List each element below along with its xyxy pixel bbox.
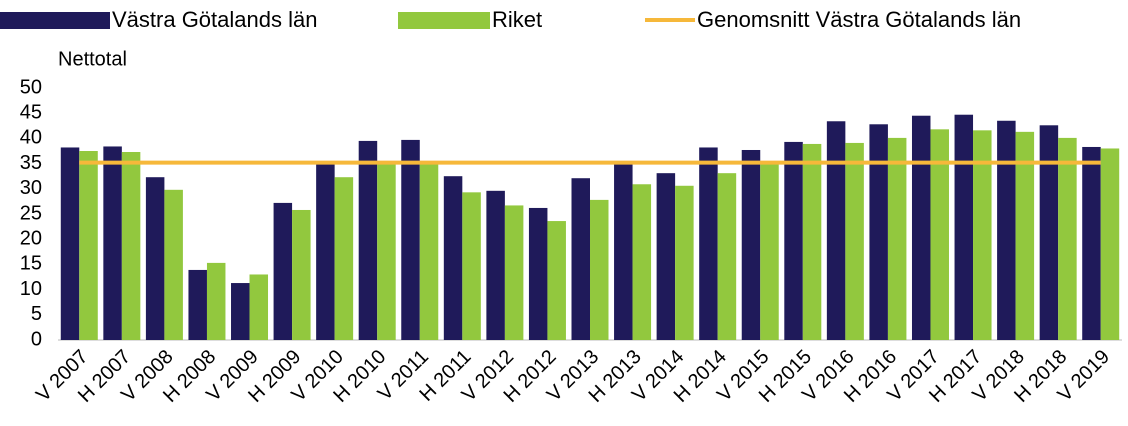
bar xyxy=(528,207,548,340)
bar xyxy=(358,140,378,340)
bar xyxy=(188,269,207,340)
bar xyxy=(443,176,463,340)
legend-label: Västra Götalands län xyxy=(112,7,317,32)
bar xyxy=(1100,148,1120,340)
bar xyxy=(1082,146,1101,340)
bar xyxy=(887,137,907,340)
bar xyxy=(273,202,293,340)
bar xyxy=(547,221,566,340)
bar xyxy=(826,121,846,340)
bar xyxy=(632,184,652,340)
bar xyxy=(1058,137,1077,340)
bar xyxy=(930,129,949,340)
bar xyxy=(292,209,311,340)
bar xyxy=(401,139,420,340)
bar xyxy=(164,189,183,340)
bar xyxy=(79,151,98,340)
legend-label: Riket xyxy=(492,7,542,32)
bar xyxy=(377,162,396,340)
bar xyxy=(973,130,992,340)
y-tick-label: 50 xyxy=(20,76,42,98)
bar xyxy=(845,142,864,340)
y-tick-label: 35 xyxy=(20,152,42,174)
bar xyxy=(249,274,269,340)
y-tick-label: 45 xyxy=(20,101,42,123)
bar xyxy=(784,141,803,340)
bar xyxy=(869,124,888,341)
bar xyxy=(121,152,141,340)
y-tick-label: 0 xyxy=(31,328,42,350)
legend-swatch xyxy=(0,12,110,29)
y-tick-label: 30 xyxy=(20,177,42,199)
bar xyxy=(462,192,481,340)
bar xyxy=(656,173,676,340)
bar xyxy=(206,262,226,340)
bar xyxy=(504,205,524,340)
bar xyxy=(717,173,737,340)
bar xyxy=(911,115,931,340)
y-tick-label: 20 xyxy=(20,227,42,249)
bar xyxy=(954,114,974,340)
bar xyxy=(231,283,250,340)
y-tick-label: 15 xyxy=(20,253,42,275)
bar xyxy=(802,143,822,340)
legend-label: Genomsnitt Västra Götalands län xyxy=(697,7,1021,32)
bar xyxy=(486,190,505,340)
legend-swatch xyxy=(398,12,490,29)
bar xyxy=(699,147,718,340)
bar xyxy=(614,161,633,340)
y-tick-label: 5 xyxy=(31,303,42,325)
bar xyxy=(60,147,80,340)
bar xyxy=(145,177,165,340)
bar xyxy=(419,161,439,340)
bar xyxy=(1015,131,1035,340)
y-tick-label: 40 xyxy=(20,127,42,149)
bar xyxy=(1039,125,1059,341)
y-tick-label: 25 xyxy=(20,202,42,224)
y-axis-label: Nettotal xyxy=(58,48,127,70)
bar xyxy=(590,199,609,340)
bar xyxy=(316,163,335,340)
bar xyxy=(571,178,590,340)
bar xyxy=(760,162,779,340)
y-tick-label: 10 xyxy=(20,278,42,300)
bar xyxy=(334,177,354,340)
bar xyxy=(997,120,1016,340)
bar xyxy=(103,146,122,340)
bar xyxy=(741,149,761,340)
bar xyxy=(675,185,694,340)
